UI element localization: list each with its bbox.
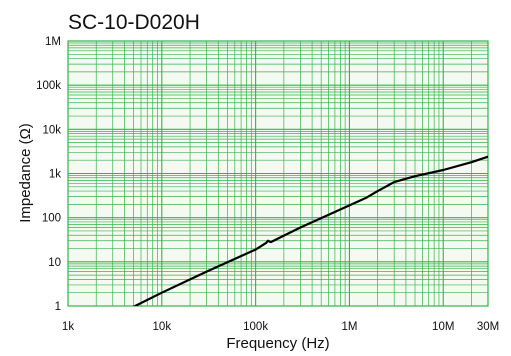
series-layer — [132, 155, 488, 306]
x-axis-label: Frequency (Hz) — [226, 335, 329, 352]
y-tick-label: 1 — [55, 301, 61, 313]
grid — [68, 41, 488, 306]
x-tick-label: 1k — [62, 321, 74, 333]
y-tick-label: 1k — [49, 169, 61, 181]
y-axis-label: Impedance (Ω) — [17, 123, 34, 223]
y-tick-label: 10k — [42, 124, 61, 136]
x-tick-label: 100k — [243, 321, 268, 333]
y-tick-labels: 1 10 100 1k 10k 100k 1M — [36, 36, 61, 313]
x-tick-label: 1M — [341, 321, 357, 333]
plot-frame — [67, 40, 489, 307]
x-tick-label: 30M — [477, 321, 499, 333]
impedance-curve — [132, 155, 488, 306]
x-tick-labels: 1k 10k 100k 1M 10M 30M — [62, 321, 499, 333]
y-tick-label: 100k — [36, 80, 61, 92]
x-tick-label: 10k — [153, 321, 172, 333]
y-tick-label: 10 — [48, 257, 61, 269]
y-tick-label: 100 — [42, 213, 61, 225]
chart-title: SC-10-D020H — [68, 11, 200, 34]
y-tick-label: 1M — [45, 36, 61, 48]
x-tick-label: 10M — [432, 321, 454, 333]
